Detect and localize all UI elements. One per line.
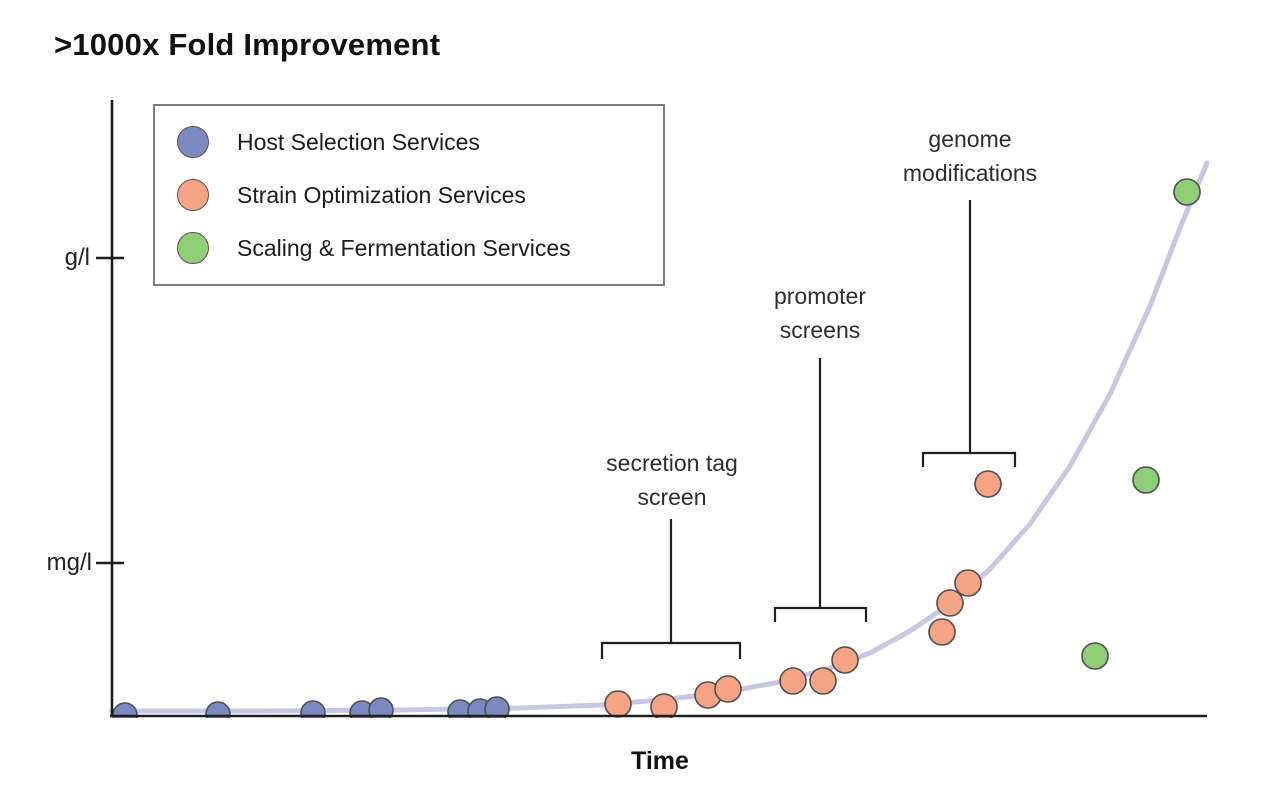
- trend-curve: [109, 160, 1210, 714]
- y-tick-label-mgl: mg/l: [46, 549, 92, 576]
- annotation-genome-modifications: genome modifications: [903, 122, 1037, 190]
- data-point-strain-optimization-services: [809, 667, 837, 695]
- chart-title: >1000x Fold Improvement: [54, 27, 441, 62]
- y-tick-label-gl: g/l: [64, 244, 90, 271]
- legend-label: Strain Optimization Services: [237, 181, 526, 208]
- strain-optimization-swatch-icon: [177, 179, 209, 211]
- annotation-line: secretion tag: [606, 450, 738, 476]
- legend-item-host-selection: Host Selection Services: [177, 126, 663, 158]
- data-point-scaling-fermentation-services: [1081, 642, 1109, 670]
- annotation-line: screens: [779, 317, 861, 343]
- annotation-bracket: [921, 200, 1017, 467]
- data-point-strain-optimization-services: [936, 589, 964, 617]
- host-selection-swatch-icon: [177, 126, 209, 158]
- annotation-bracket: [773, 358, 868, 622]
- data-point-strain-optimization-services: [831, 646, 859, 674]
- annotation-secretion-tag-screen: secretion tag screen: [606, 446, 738, 514]
- annotation-bracket: [600, 519, 742, 659]
- annotation-line: promoter: [773, 283, 867, 309]
- annotation-line: screen: [637, 484, 707, 510]
- data-point-strain-optimization-services: [604, 690, 632, 718]
- baseline-mask: [0, 718, 1271, 808]
- legend-box: Host Selection Services Strain Optimizat…: [153, 104, 665, 286]
- data-point-strain-optimization-services: [928, 618, 956, 646]
- legend-item-scaling-fermentation: Scaling & Fermentation Services: [177, 232, 663, 264]
- legend-label: Scaling & Fermentation Services: [237, 234, 571, 261]
- scaling-fermentation-swatch-icon: [177, 232, 209, 264]
- data-point-strain-optimization-services: [954, 569, 982, 597]
- axis-lines: [110, 100, 1207, 718]
- data-point-strain-optimization-services: [974, 470, 1002, 498]
- data-point-strain-optimization-services: [779, 667, 807, 695]
- annotation-promoter-screens: promoter screens: [774, 279, 866, 347]
- x-axis-label: Time: [631, 747, 689, 775]
- legend-item-strain-optimization: Strain Optimization Services: [177, 179, 663, 211]
- legend-label: Host Selection Services: [237, 128, 480, 155]
- data-point-scaling-fermentation-services: [1132, 466, 1160, 494]
- data-point-scaling-fermentation-services: [1173, 178, 1201, 206]
- annotation-line: genome: [928, 126, 1012, 152]
- data-point-host-selection-services: [484, 696, 510, 722]
- annotation-line: modifications: [902, 160, 1038, 186]
- data-point-strain-optimization-services: [714, 675, 742, 703]
